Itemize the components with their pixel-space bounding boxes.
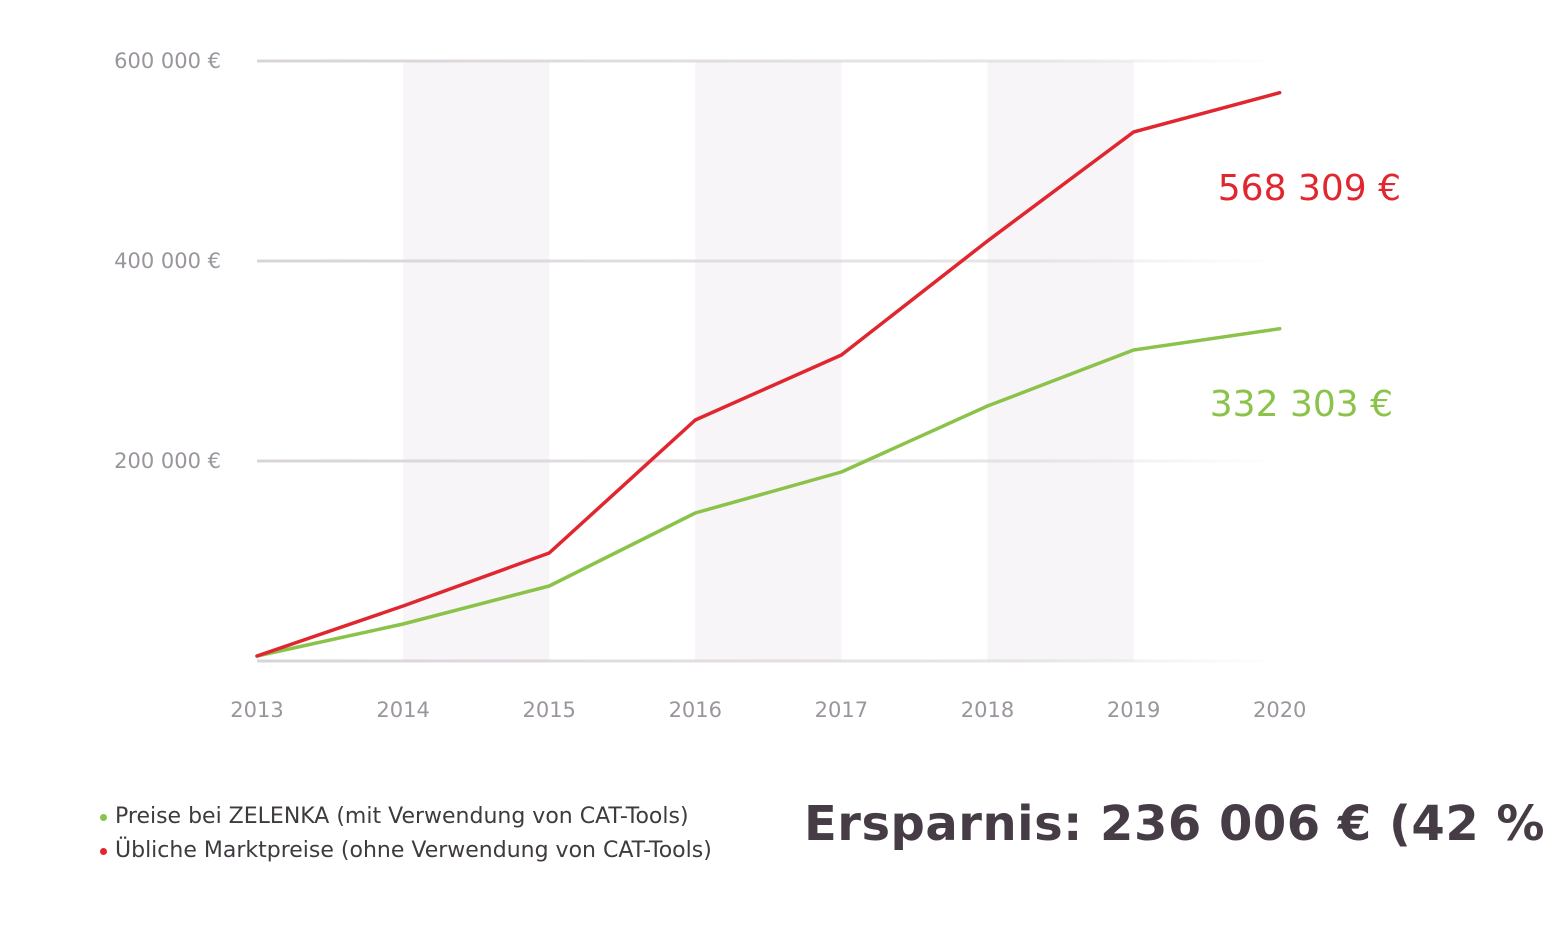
gridlines <box>257 59 1277 663</box>
x-tick-label: 2019 <box>1107 698 1160 722</box>
series-lines <box>255 90 1282 658</box>
x-tick-label: 2018 <box>961 698 1014 722</box>
gridline-600000 <box>257 59 1277 63</box>
series-end-label-0: 332 303 € <box>1210 384 1393 425</box>
series-end-label-1: 568 309 € <box>1218 168 1401 209</box>
legend-label-zelenka: Preise bei ZELENKA (mit Verwendung von C… <box>115 804 689 829</box>
x-tick-label: 2013 <box>230 698 283 722</box>
legend-dot-red <box>100 847 107 855</box>
gridline-200000 <box>257 459 1277 463</box>
y-axis-ticks: 200 000 € 400 000 € 600 000 € <box>114 49 221 473</box>
shaded-band-2016-2017 <box>695 61 842 661</box>
savings-summary: Ersparnis: 236 006 € (42 %) <box>804 796 1543 852</box>
y-tick-label: 600 000 € <box>114 49 221 73</box>
y-tick-label: 200 000 € <box>114 449 221 473</box>
x-tick-label: 2015 <box>522 698 575 722</box>
gridline-0 <box>257 659 1277 663</box>
x-axis-ticks: 2013 2014 2015 2016 2017 2018 2019 2020 <box>230 698 1306 722</box>
series-line-1 <box>255 90 1282 658</box>
x-tick-label: 2014 <box>376 698 429 722</box>
x-tick-label: 2016 <box>669 698 722 722</box>
series-line-0 <box>255 326 1282 658</box>
legend: Preise bei ZELENKA (mit Verwendung von C… <box>100 800 712 868</box>
shaded-band-2014-2015 <box>403 61 550 661</box>
x-tick-label: 2020 <box>1253 698 1306 722</box>
y-tick-label: 400 000 € <box>114 249 221 273</box>
legend-label-market: Übliche Marktpreise (ohne Verwendung von… <box>115 838 712 863</box>
gridline-400000 <box>257 259 1277 263</box>
legend-item-zelenka: Preise bei ZELENKA (mit Verwendung von C… <box>100 800 712 834</box>
x-tick-label: 2017 <box>815 698 868 722</box>
legend-dot-green <box>100 813 107 821</box>
line-chart: 200 000 € 400 000 € 600 000 € 2013 2014 2015… <box>114 49 1401 722</box>
legend-item-market: Übliche Marktpreise (ohne Verwendung von… <box>100 834 712 868</box>
shaded-band-2018-2019 <box>987 61 1134 661</box>
shaded-bands <box>403 61 1134 661</box>
series-end-labels: 332 303 € 568 309 € <box>1210 168 1401 425</box>
